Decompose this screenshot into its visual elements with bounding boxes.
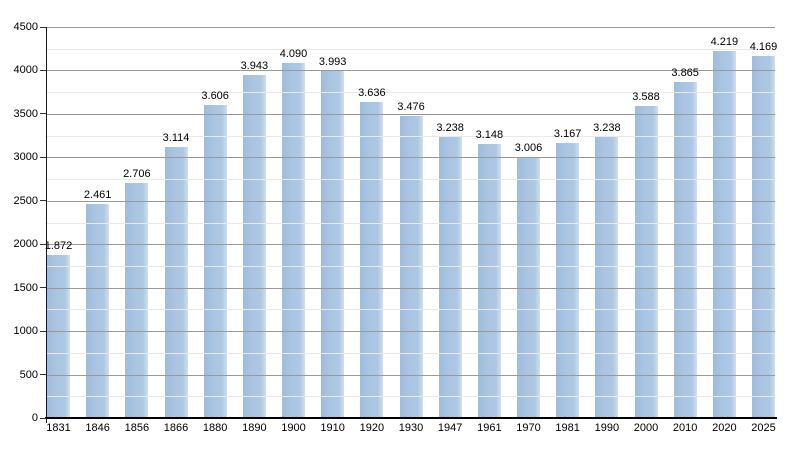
minor-gridline [47,179,775,181]
x-axis-label: 1947 [437,422,463,434]
bar-value-label: 3.865 [671,67,699,80]
bar-value-label: 3.588 [632,91,660,104]
minor-gridline [47,352,775,354]
bar [399,115,423,418]
x-axis-label: 1846 [85,422,110,434]
bar [477,144,501,418]
y-axis-label: 4500 [13,21,38,33]
bar [47,255,70,418]
y-axis-tick [40,243,46,245]
y-axis-label: 1500 [13,281,38,294]
x-axis-label: 1890 [242,422,267,434]
bar-value-label: 3.148 [475,129,504,142]
minor-gridline [47,92,775,94]
bar-value-label: 3.238 [593,121,621,134]
bar [242,75,266,418]
x-axis-label: 1930 [398,422,424,434]
bar-value-label: 3.943 [240,60,269,73]
x-axis-label: 1961 [477,422,502,434]
minor-gridline [47,135,775,137]
x-axis-label: 1900 [281,422,306,434]
bar [125,182,149,418]
x-axis-label: 1866 [163,422,189,434]
bar [752,55,775,418]
bar [712,51,736,418]
bar [517,156,540,418]
bar-value-label: 3.606 [201,89,229,102]
x-axis-label: 2000 [633,422,659,434]
bar [86,204,110,418]
bar-value-label: 2.461 [83,189,112,202]
bar-value-label: 3.167 [553,127,582,140]
y-axis-label: 500 [19,368,38,381]
bar [164,147,188,418]
bar-value-label: 3.636 [358,87,386,100]
y-axis-label: 0 [31,412,38,424]
bar-value-label: 3.006 [514,141,543,154]
major-gridline [47,287,775,289]
bar-value-label: 4.169 [749,40,778,53]
bar [282,62,305,418]
minor-gridline [47,265,775,267]
bar [360,102,384,418]
y-axis-tick [40,69,46,71]
bar [556,142,580,418]
x-axis-label: 1831 [46,422,71,434]
bar-value-label: 4.090 [279,47,308,60]
bar [673,82,697,418]
bar-value-label: 3.993 [318,56,347,69]
x-axis-label: 1970 [516,422,541,434]
y-axis-tick [40,330,46,332]
major-gridline [47,200,775,202]
major-gridline [47,331,775,333]
bar-value-label: 4.219 [710,36,739,49]
bar [438,136,462,418]
x-axis-label: 2010 [672,422,698,434]
major-gridline [47,70,775,72]
y-axis-tick [40,374,46,376]
y-axis-label: 3000 [13,151,38,164]
bar-value-label: 2.706 [123,167,151,180]
y-axis-line [46,27,47,423]
major-gridline [47,374,775,376]
bar-value-label: 1.872 [44,240,73,253]
bar-value-label: 3.476 [397,100,425,113]
minor-gridline [47,396,775,398]
major-gridline [47,27,775,28]
x-axis-label: 1856 [124,422,150,434]
bar [595,136,619,418]
x-axis-label: 1920 [359,422,385,434]
minor-gridline [47,309,775,311]
y-axis-label: 1000 [13,325,38,338]
y-axis-label: 4000 [13,64,38,77]
x-axis-label: 2025 [751,422,776,434]
y-axis-label: 3500 [13,107,38,120]
x-axis-label: 1880 [202,422,228,434]
y-axis-label: 2500 [13,194,38,207]
minor-gridline [47,48,775,50]
x-axis-line [45,417,777,419]
major-gridline [47,244,775,246]
bar [634,106,658,418]
y-axis-tick [40,156,46,158]
y-axis-label: 2000 [13,238,38,251]
major-gridline [47,157,775,159]
plot-area: 1.872 2.461 2.706 3.114 3.606 3.943 4.090 3.993… [44,27,778,418]
bar-value-label: 3.238 [436,121,464,134]
y-axis-tick [40,26,46,28]
bar-value-label: 3.114 [162,132,190,145]
x-axis-label: 1981 [555,422,580,434]
y-axis-tick [40,287,46,289]
y-axis-tick [40,417,46,419]
major-gridline [47,113,775,115]
x-axis-label: 2020 [712,422,737,434]
bar [203,104,227,418]
x-axis-label: 1990 [594,422,620,434]
y-axis-tick [40,113,46,115]
x-axis-label: 1910 [320,422,345,434]
minor-gridline [47,222,775,224]
y-axis-tick [40,200,46,202]
